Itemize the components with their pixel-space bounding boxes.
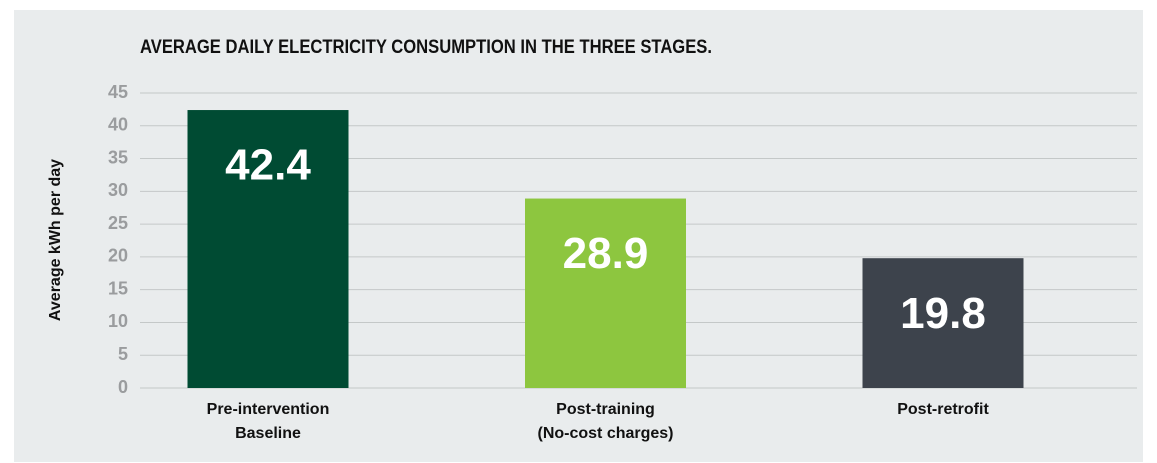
y-tick-label: 5 [118,344,128,364]
x-tick-label-line: Post-training [556,401,655,418]
y-tick-label: 0 [118,377,128,397]
bar [525,198,686,388]
y-tick-label: 15 [108,278,128,298]
x-tick-label-line: Post-retrofit [897,401,989,418]
x-tick-label: Post-retrofit [897,401,989,418]
y-axis-label: Average kWh per day [47,159,64,321]
value-label: 19.8 [900,289,986,338]
x-tick-label-line: Baseline [235,425,301,442]
y-tick-label: 20 [108,246,128,266]
y-tick-label: 25 [108,213,128,233]
value-label: 28.9 [563,229,649,278]
y-tick-label: 45 [108,82,128,102]
x-tick-label-line: (No-cost charges) [537,425,673,442]
y-tick-label: 40 [108,115,128,135]
y-tick-label: 10 [108,311,128,331]
x-tick-label-line: Pre-intervention [207,401,330,418]
bar [187,110,349,389]
chart-title: AVERAGE DAILY ELECTRICITY CONSUMPTION IN… [140,37,712,58]
y-tick-label: 35 [108,147,128,167]
x-tick-label: Pre-intervention Baseline [207,401,330,442]
y-tick-label: 30 [108,180,128,200]
bar [862,258,1024,388]
value-label: 42.4 [225,141,311,190]
x-tick-label: Post-training (No-cost charges) [537,401,673,442]
